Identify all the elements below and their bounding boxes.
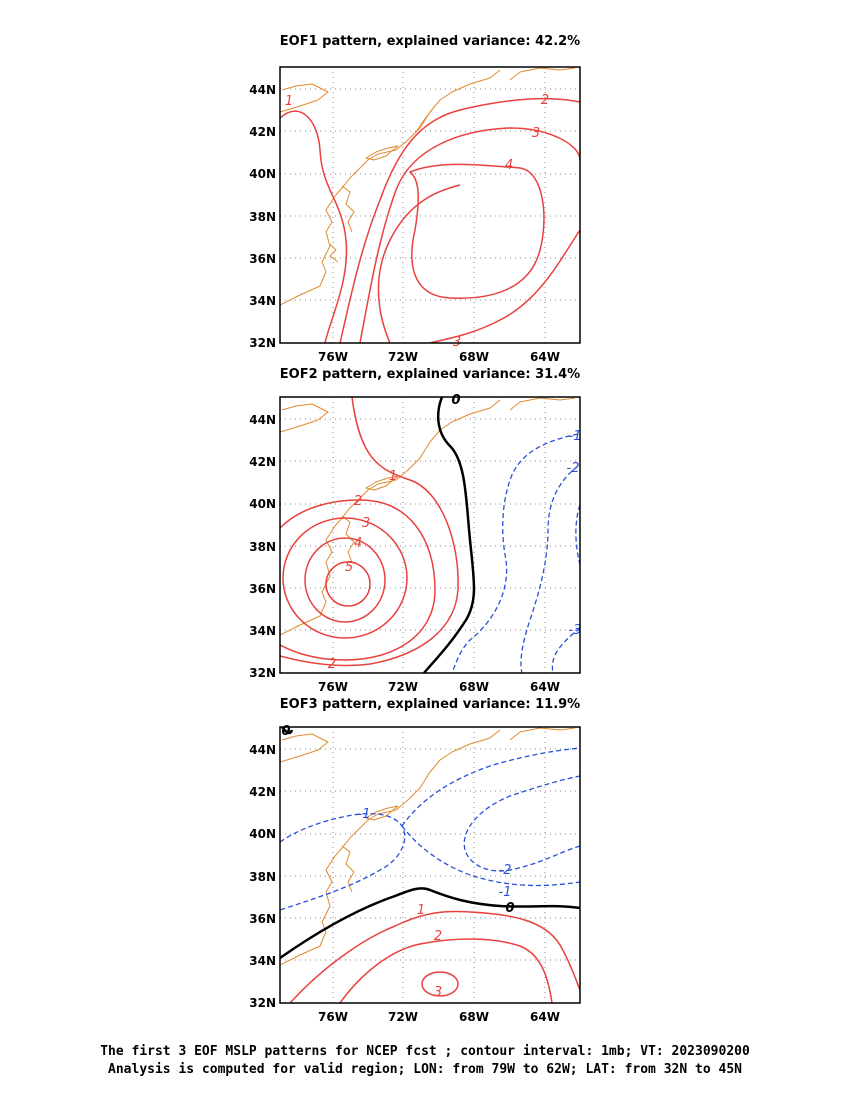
y-tick-labels: 32N 34N 36N 38N 40N 42N 44N — [249, 743, 276, 1010]
contour-label-0: 0 — [505, 901, 514, 916]
contour-label-2: 2 — [541, 93, 549, 108]
y-tick-labels: 32N 34N 36N 38N 40N 42N 44N — [249, 413, 276, 680]
coastline — [280, 67, 576, 306]
panel-3-title: EOF3 pattern, explained variance: 11.9% — [279, 697, 581, 712]
y-tick-44n: 44N — [249, 413, 276, 427]
x-tick-68w: 68W — [459, 350, 489, 364]
y-tick-40n: 40N — [249, 827, 276, 841]
x-tick-76w: 76W — [318, 1010, 348, 1024]
x-tick-64w: 64W — [530, 1010, 560, 1024]
zero-contour — [280, 727, 580, 960]
positive-contours — [280, 97, 580, 343]
contour-label-neg1: -1 — [569, 429, 582, 444]
y-tick-44n: 44N — [249, 743, 276, 757]
y-tick-38n: 38N — [249, 540, 276, 554]
y-tick-40n: 40N — [249, 167, 276, 181]
coastline — [280, 727, 576, 966]
contour-label-3: 3 — [434, 985, 442, 1000]
contour-label-4: 4 — [354, 536, 362, 551]
y-tick-44n: 44N — [249, 83, 276, 97]
panel-3: 0 -1 -2 -1 0 1 2 3 32N 34N 36N 38N 40N 4… — [249, 724, 581, 1024]
x-tick-64w: 64W — [530, 350, 560, 364]
y-tick-36n: 36N — [249, 252, 276, 266]
contour-label-0b: 0 — [281, 724, 290, 739]
y-tick-32n: 32N — [249, 666, 276, 680]
x-tick-labels: 76W 72W 68W 64W — [318, 350, 560, 364]
y-tick-36n: 36N — [249, 582, 276, 596]
contour-label-neg2: -2 — [499, 863, 512, 878]
contour-label-neg1b: -1 — [499, 885, 512, 900]
caption-line-2: Analysis is computed for valid region; L… — [108, 1062, 742, 1077]
grid-lines — [280, 397, 580, 673]
x-tick-76w: 76W — [318, 350, 348, 364]
y-tick-42n: 42N — [249, 125, 276, 139]
negative-contours — [280, 747, 580, 911]
contour-label-2: 2 — [354, 494, 362, 509]
contour-label-3: 3 — [362, 516, 370, 531]
x-tick-72w: 72W — [388, 350, 418, 364]
plot-frame — [279, 66, 581, 344]
contour-label-0: 0 — [451, 393, 460, 408]
panel-2-title: EOF2 pattern, explained variance: 31.4% — [279, 367, 581, 382]
y-tick-42n: 42N — [249, 455, 276, 469]
contour-label-5: 5 — [345, 560, 353, 575]
x-tick-76w: 76W — [318, 680, 348, 694]
grid-lines — [280, 67, 580, 343]
positive-contours — [280, 397, 459, 667]
y-tick-labels: 32N 34N 36N 38N 40N 42N 44N — [249, 83, 276, 350]
contour-label-1: 1 — [389, 469, 397, 484]
contour-labels: 1 2 3 4 5 2 0 -1 -2 -3 — [328, 393, 582, 672]
grid-lines — [280, 727, 580, 1003]
y-tick-32n: 32N — [249, 996, 276, 1010]
plot-frame — [279, 726, 581, 1004]
contour-labels: 0 -1 -2 -1 0 1 2 3 — [281, 724, 514, 1000]
panel-2: 1 2 3 4 5 2 0 -1 -2 -3 32N 34N 36N 38N 4… — [249, 393, 581, 694]
contour-label-1: 1 — [417, 903, 425, 918]
caption-line-1: The first 3 EOF MSLP patterns for NCEP f… — [100, 1044, 750, 1059]
y-tick-32n: 32N — [249, 336, 276, 350]
x-tick-68w: 68W — [459, 1010, 489, 1024]
contour-label-2b: 2 — [328, 657, 336, 672]
y-tick-34n: 34N — [249, 624, 276, 638]
contour-label-1: 1 — [285, 94, 293, 109]
y-tick-40n: 40N — [249, 497, 276, 511]
contour-label-4: 4 — [505, 158, 513, 173]
y-tick-36n: 36N — [249, 912, 276, 926]
contour-label-neg2: -2 — [567, 461, 580, 476]
contour-label-2: 2 — [434, 929, 442, 944]
contour-label-3: 3 — [532, 126, 540, 141]
contour-label-neg1a: -1 — [358, 807, 371, 822]
x-tick-68w: 68W — [459, 680, 489, 694]
y-tick-34n: 34N — [249, 294, 276, 308]
x-tick-64w: 64W — [530, 680, 560, 694]
contour-label-neg3: -3 — [569, 623, 582, 638]
negative-contours — [451, 433, 580, 673]
y-tick-34n: 34N — [249, 954, 276, 968]
panel-1: 1 2 3 4 3 32N 34N 36N 38N 40N 42N 44N 76… — [249, 66, 581, 364]
positive-contours — [289, 910, 580, 1003]
x-tick-labels: 76W 72W 68W 64W — [318, 680, 560, 694]
panel-1-title: EOF1 pattern, explained variance: 42.2% — [279, 34, 581, 49]
y-tick-42n: 42N — [249, 785, 276, 799]
x-tick-labels: 76W 72W 68W 64W — [318, 1010, 560, 1024]
zero-contour — [423, 397, 476, 673]
coastline — [280, 397, 576, 636]
x-tick-72w: 72W — [388, 680, 418, 694]
plot-frame — [279, 396, 581, 674]
x-tick-72w: 72W — [388, 1010, 418, 1024]
y-tick-38n: 38N — [249, 210, 276, 224]
y-tick-38n: 38N — [249, 870, 276, 884]
